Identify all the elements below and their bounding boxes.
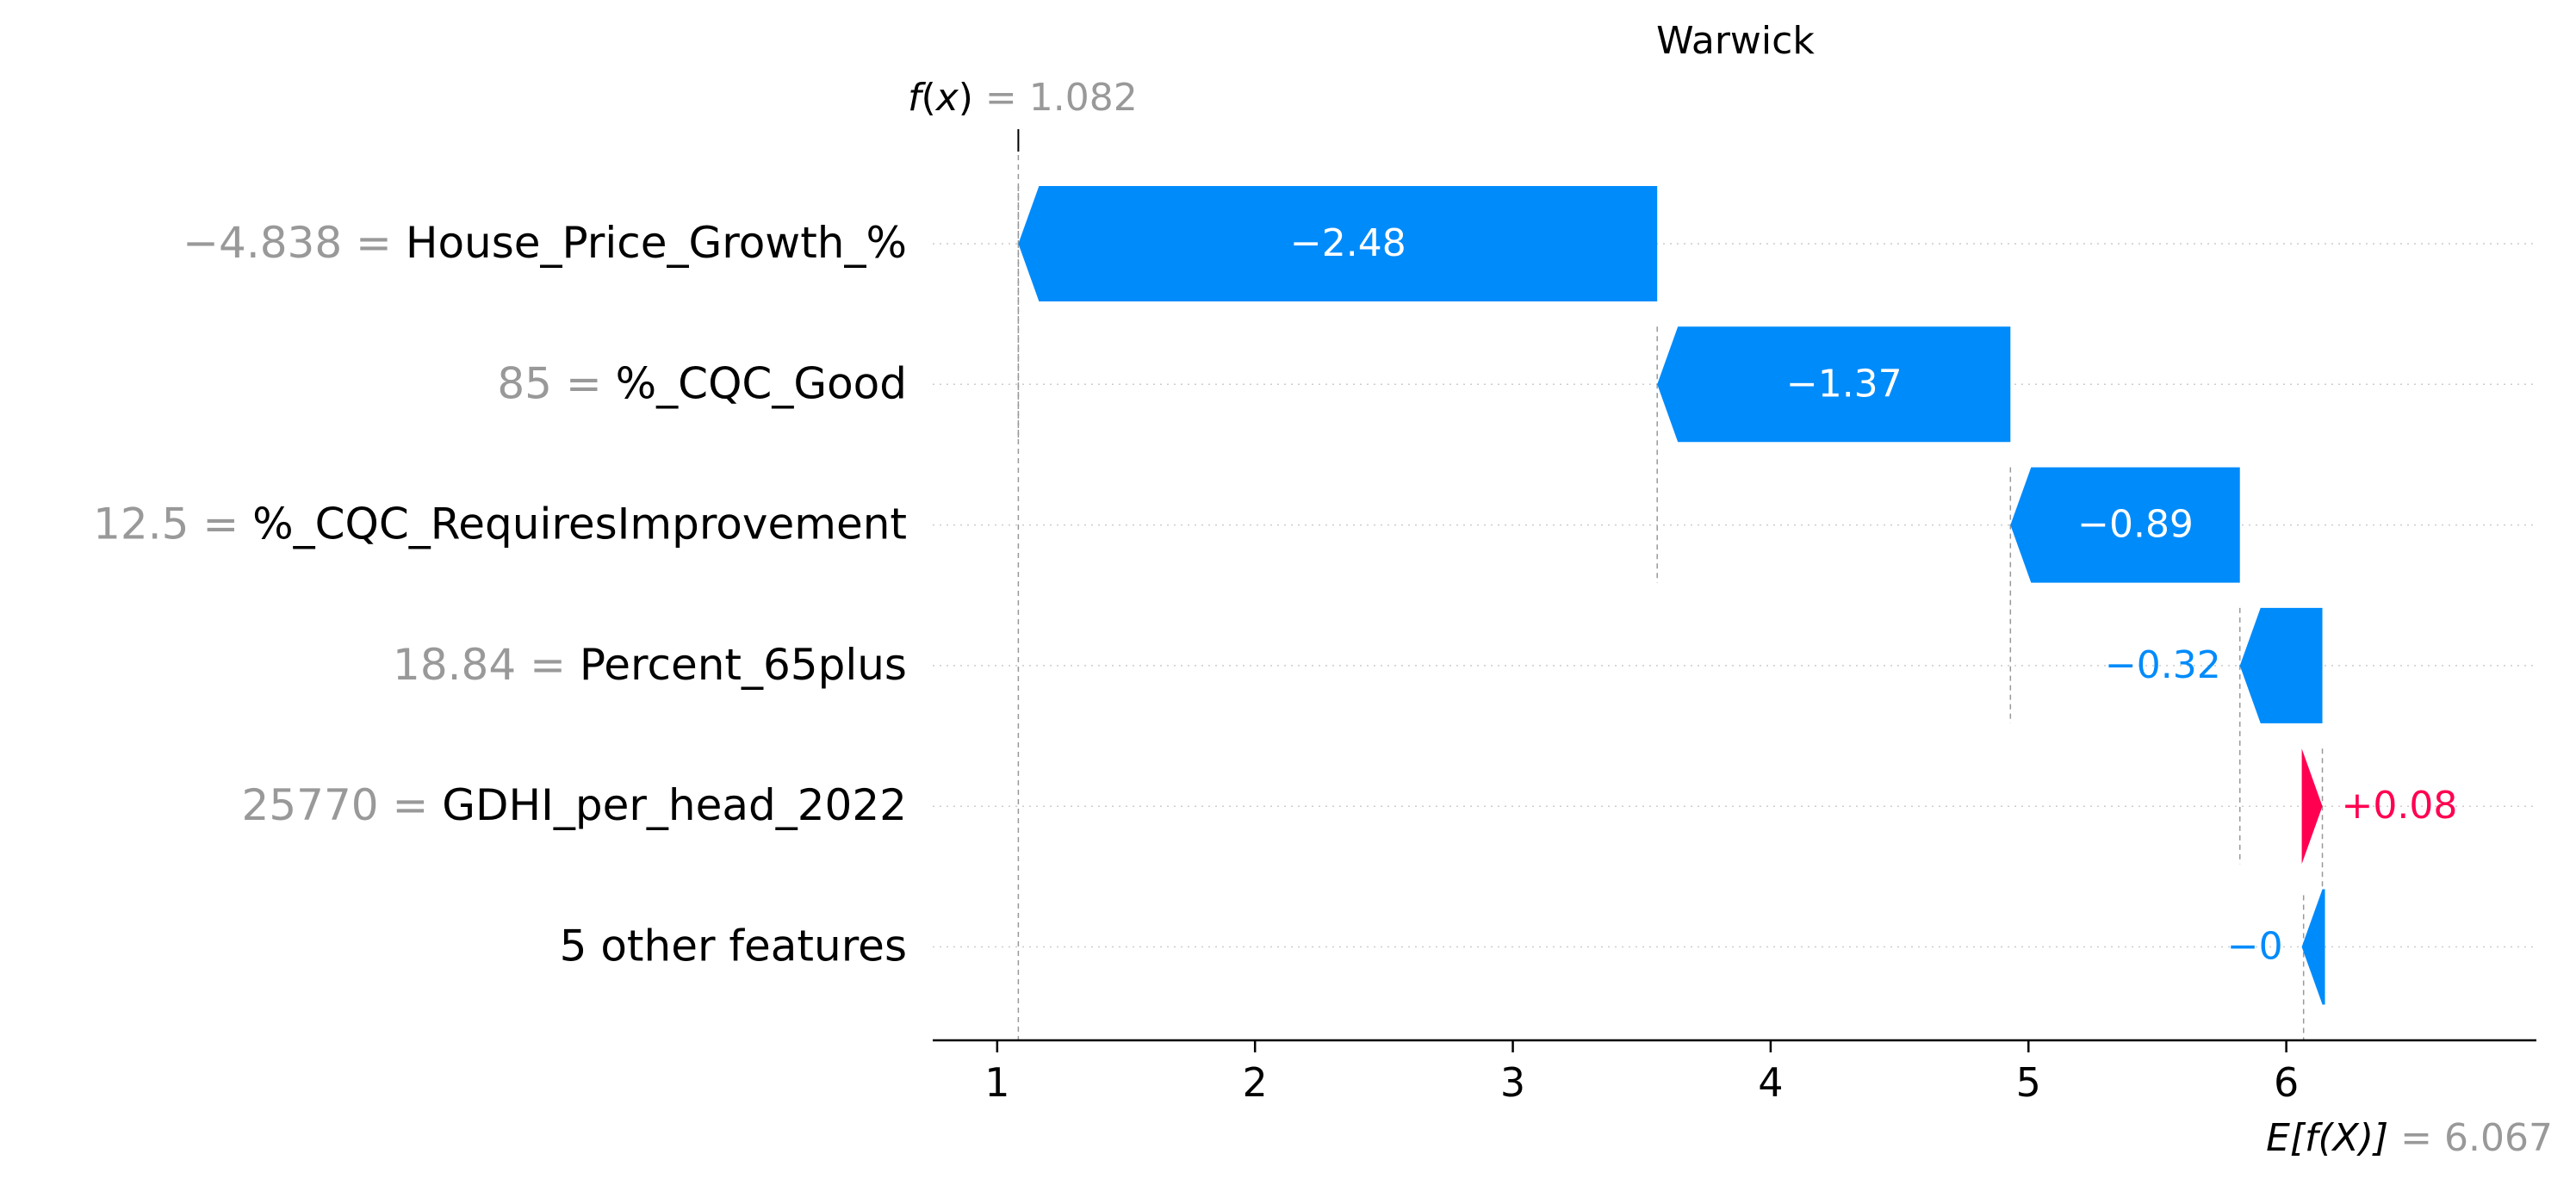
- x-tick-label: 6: [2274, 1059, 2299, 1106]
- feature-label: 25770 = GDHI_per_head_2022: [242, 780, 907, 830]
- bar-value-label: −2.48: [1290, 221, 1406, 265]
- efx-value: = 6.067: [2400, 1116, 2553, 1160]
- feature-name: %_CQC_RequiresImprovement: [252, 499, 907, 549]
- fx-label-close: ): [959, 76, 985, 120]
- feature-bar: [2301, 889, 2325, 1005]
- feature-name: 5 other features: [560, 921, 907, 971]
- fx-label-x: x: [934, 76, 959, 120]
- feature-bar: [2239, 607, 2323, 723]
- x-tick-label: 5: [2016, 1059, 2041, 1106]
- feature-bar: [1018, 186, 1658, 301]
- bar-value-label: +0.08: [2342, 784, 2458, 828]
- x-tick-label: 3: [1500, 1059, 1525, 1106]
- feature-bar: [2010, 467, 2240, 583]
- feature-label: 5 other features: [560, 921, 907, 971]
- efx-label: E[f(X)]: [2266, 1116, 2388, 1160]
- fx-annotation: f(x) = 1.082: [908, 76, 1138, 120]
- feature-name: %_CQC_Good: [616, 358, 907, 408]
- bar-value-label: −0.32: [2105, 643, 2221, 687]
- feature-name: Percent_65plus: [580, 640, 907, 690]
- efx-annotation: E[f(X)] = 6.067: [2266, 1116, 2553, 1160]
- bar-value-label: −1.37: [1786, 362, 1903, 406]
- x-tick-label: 1: [984, 1059, 1009, 1106]
- fx-label-open: (: [922, 76, 936, 120]
- feature-value: 85 =: [497, 358, 615, 408]
- feature-label: −4.838 = House_Price_Growth_%: [183, 218, 907, 268]
- svg-text:f(x) = 1.082: f(x) = 1.082: [908, 76, 1138, 120]
- feature-bar: [1657, 326, 2011, 443]
- feature-label: 12.5 = %_CQC_RequiresImprovement: [93, 499, 907, 549]
- svg-text:E[f(X)] = 6.067: E[f(X)] = 6.067: [2266, 1116, 2553, 1160]
- feature-bar: [2301, 748, 2323, 865]
- x-tick-label: 4: [1758, 1059, 1783, 1106]
- chart-title: Warwick: [1656, 19, 1815, 63]
- feature-value: 18.84 =: [393, 640, 580, 690]
- feature-rows: −2.48 −4.838 = House_Price_Growth_% −1.37 8…: [93, 129, 2536, 1040]
- x-tick-label: 2: [1243, 1059, 1268, 1106]
- feature-name: House_Price_Growth_%: [406, 218, 907, 268]
- feature-value: 25770 =: [242, 780, 443, 830]
- x-axis: 1 2 3 4 5 6: [933, 1039, 2536, 1106]
- feature-value: −4.838 =: [183, 218, 406, 268]
- fx-value: = 1.082: [985, 76, 1138, 120]
- bar-value-label: −0.89: [2077, 503, 2194, 547]
- feature-name: GDHI_per_head_2022: [442, 780, 907, 830]
- feature-value: 12.5 =: [93, 499, 252, 549]
- bar-value-label: −0: [2227, 925, 2283, 969]
- feature-label: 18.84 = Percent_65plus: [393, 640, 907, 690]
- feature-label: 85 = %_CQC_Good: [497, 358, 907, 408]
